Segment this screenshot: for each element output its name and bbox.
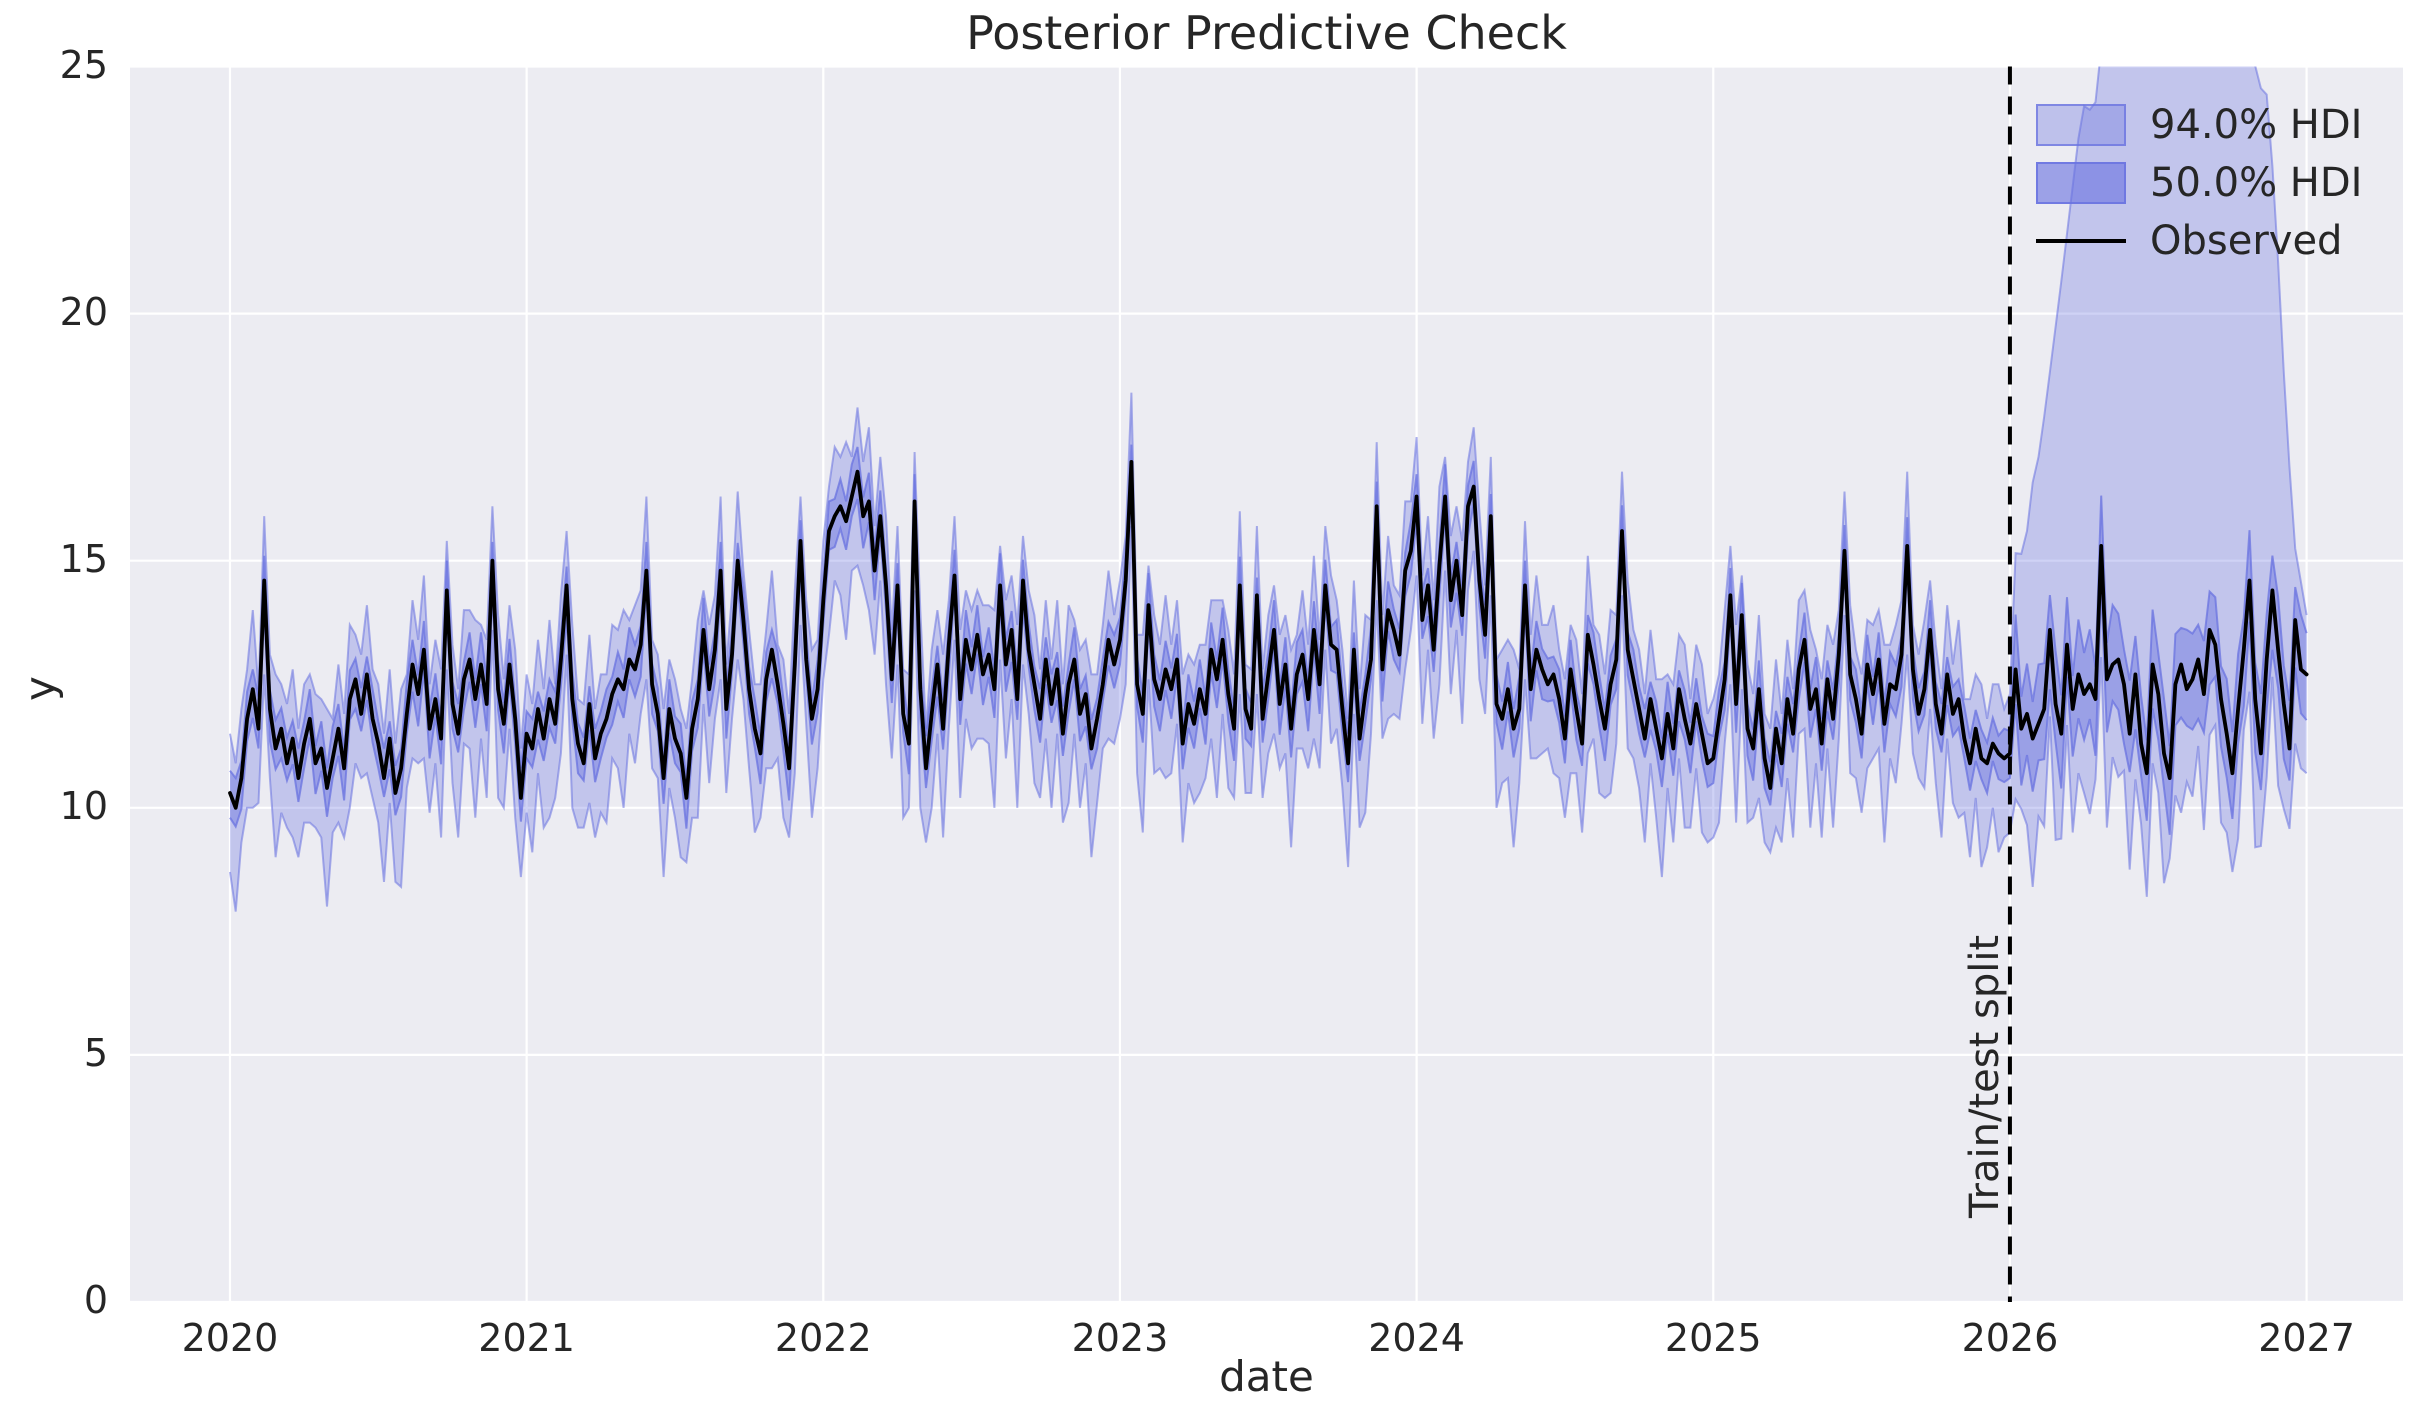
- y-tick-label: 25: [59, 42, 108, 87]
- train-test-split-label: Train/test split: [1962, 935, 2008, 1219]
- legend-row-50-hdi: 50.0% HDI: [2036, 154, 2362, 212]
- y-tick-label: 15: [59, 536, 108, 581]
- y-tick-label: 5: [83, 1030, 108, 1075]
- x-axis-label: date: [1219, 1352, 1314, 1401]
- legend-row-94-hdi: 94.0% HDI: [2036, 96, 2362, 154]
- legend-swatch-94-hdi-icon: [2036, 104, 2126, 146]
- legend-label-50-hdi: 50.0% HDI: [2150, 160, 2363, 206]
- x-tick-label: 2020: [181, 1316, 279, 1360]
- legend-row-observed: Observed: [2036, 212, 2362, 270]
- y-tick-label: 0: [83, 1278, 108, 1322]
- x-tick-label: 2026: [1961, 1316, 2059, 1360]
- x-tick-label: 2021: [478, 1316, 575, 1360]
- hdi94-lower-edge: [229, 526, 2308, 912]
- gridlines: [130, 65, 2403, 1304]
- x-tick-label: 2027: [2258, 1316, 2355, 1360]
- hdi94-upper-edge: [229, 66, 2308, 764]
- x-tick-label: 2022: [774, 1316, 872, 1360]
- y-tick-label: 10: [59, 783, 108, 828]
- chart-title: Posterior Predictive Check: [966, 6, 1567, 60]
- legend-observed-line-icon: [2036, 239, 2126, 243]
- y-axis-label: y: [15, 676, 65, 701]
- legend: 94.0% HDI 50.0% HDI Observed: [2036, 96, 2362, 270]
- x-tick-label: 2025: [1664, 1316, 1762, 1360]
- x-tick-label: 2024: [1368, 1316, 1465, 1360]
- observed-line: [228, 460, 2309, 810]
- legend-label-observed: Observed: [2150, 218, 2343, 264]
- legend-swatch-50-hdi-icon: [2036, 162, 2126, 204]
- hdi50-upper-edge: [229, 444, 2308, 781]
- legend-label-94-hdi: 94.0% HDI: [2150, 102, 2363, 148]
- y-tick-label: 20: [59, 289, 108, 334]
- x-tick-label: 2023: [1071, 1316, 1169, 1360]
- hdi50-lower-edge: [229, 492, 2308, 835]
